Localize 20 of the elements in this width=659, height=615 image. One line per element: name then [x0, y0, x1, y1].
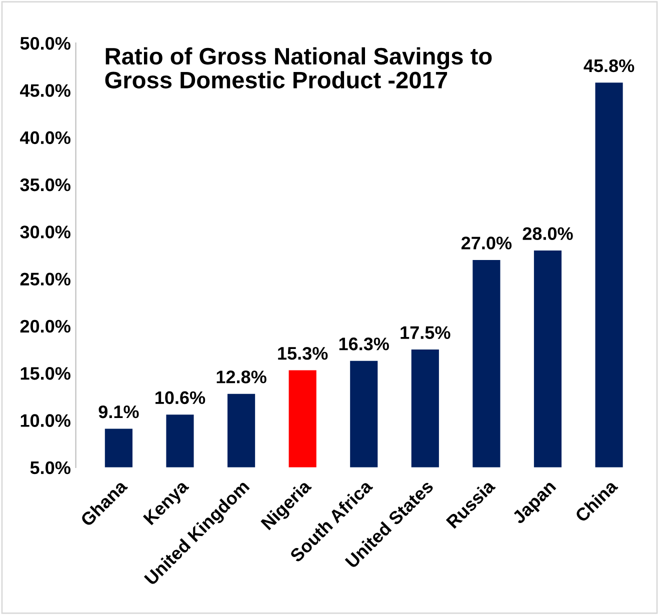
y-tick-label: 20.0%	[20, 320, 70, 333]
data-label: 10.6%	[156, 391, 206, 404]
data-label: 9.1%	[98, 405, 139, 418]
y-tick-label: 45.0%	[20, 84, 70, 97]
y-tick-label: 5.0%	[30, 461, 70, 474]
data-label: 15.3%	[278, 346, 328, 360]
data-label: 45.8%	[584, 59, 634, 72]
text: Ratio of Gross National Savings to Gross Domestic Product -2017	[105, 47, 492, 88]
y-tick-label: 25.0%	[20, 272, 70, 286]
data-label: 27.0%	[461, 236, 512, 250]
data-label: 16.3%	[339, 338, 389, 350]
y-tick-label: 30.0%	[20, 226, 70, 238]
y-tick-label: 40.0%	[20, 131, 70, 144]
y-tick-label: 35.0%	[20, 178, 70, 192]
y-tick-label: 10.0%	[20, 414, 70, 427]
y-tick-label: 50.0%	[20, 36, 70, 50]
y-tick-label: 15.0%	[20, 367, 70, 380]
data-label: 12.8%	[216, 370, 266, 384]
data-label: 28.0%	[522, 227, 573, 240]
data-label: 17.5%	[400, 326, 450, 340]
